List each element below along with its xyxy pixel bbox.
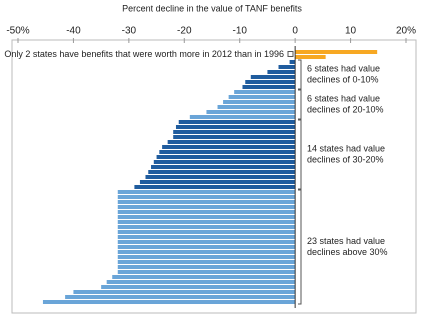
bar (228, 95, 296, 99)
bar (178, 120, 296, 124)
bar (106, 280, 296, 284)
x-tick-label: 20% (396, 26, 416, 37)
bar (112, 275, 296, 279)
annotation: 6 states had value (307, 63, 380, 73)
bar (117, 205, 296, 209)
x-tick-label: -30 (122, 26, 137, 37)
bracket (298, 119, 302, 190)
annotation: declines of 0-10% (307, 74, 379, 84)
bar (117, 230, 296, 234)
bracket (298, 59, 302, 90)
annotation: Only 2 states have benefits that were wo… (4, 49, 284, 59)
bar (189, 115, 296, 119)
bar (117, 250, 296, 254)
bar (117, 265, 296, 269)
bar (223, 100, 296, 104)
bar (117, 255, 296, 259)
bar (117, 235, 296, 239)
bar (162, 145, 296, 149)
bar (234, 90, 296, 94)
x-tick-label: 10 (345, 26, 357, 37)
bar (289, 60, 296, 64)
bar (295, 50, 378, 54)
bar (101, 285, 296, 289)
bar (117, 210, 296, 214)
x-tick-label: -50% (6, 26, 29, 37)
bar (117, 270, 296, 274)
x-tick-label: -20 (177, 26, 192, 37)
annotation: declines of 30-20% (307, 154, 384, 164)
bar (206, 110, 296, 114)
annotation: declines of 20-10% (307, 104, 384, 114)
bar (173, 130, 296, 134)
bar (267, 70, 296, 74)
bar (153, 160, 296, 164)
bar (117, 240, 296, 244)
bar (217, 105, 296, 109)
bar (167, 140, 296, 144)
annotation-box (287, 51, 294, 57)
x-tick-label: -40 (66, 26, 81, 37)
bar (117, 220, 296, 224)
bar (65, 295, 296, 299)
bar (73, 290, 296, 294)
chart-title: Percent decline in the value of TANF ben… (122, 3, 302, 13)
bar (134, 185, 296, 189)
bar (245, 80, 296, 84)
annotation: 14 states had value (307, 143, 385, 153)
bar (117, 225, 296, 229)
plot-frame (11, 39, 417, 314)
bar (117, 190, 296, 194)
bar (278, 65, 296, 69)
bar (145, 175, 296, 179)
bar (250, 75, 296, 79)
bar (117, 200, 296, 204)
x-tick-label: 0 (292, 26, 298, 37)
bar (117, 260, 296, 264)
bar (242, 85, 296, 89)
bar (151, 165, 296, 169)
bar (139, 180, 296, 184)
bracket (298, 89, 302, 120)
bar (148, 170, 296, 174)
bar (42, 300, 296, 304)
bracket (298, 189, 302, 305)
bar (117, 195, 296, 199)
bar (173, 135, 296, 139)
bar (117, 215, 296, 219)
bar (175, 125, 296, 129)
annotation: 23 states had value (307, 236, 385, 246)
bar (117, 245, 296, 249)
bar (159, 150, 296, 154)
bar (156, 155, 296, 159)
x-tick-label: -10 (232, 26, 247, 37)
annotation: declines above 30% (307, 247, 388, 257)
annotation: 6 states had value (307, 93, 380, 103)
bar (295, 55, 326, 59)
